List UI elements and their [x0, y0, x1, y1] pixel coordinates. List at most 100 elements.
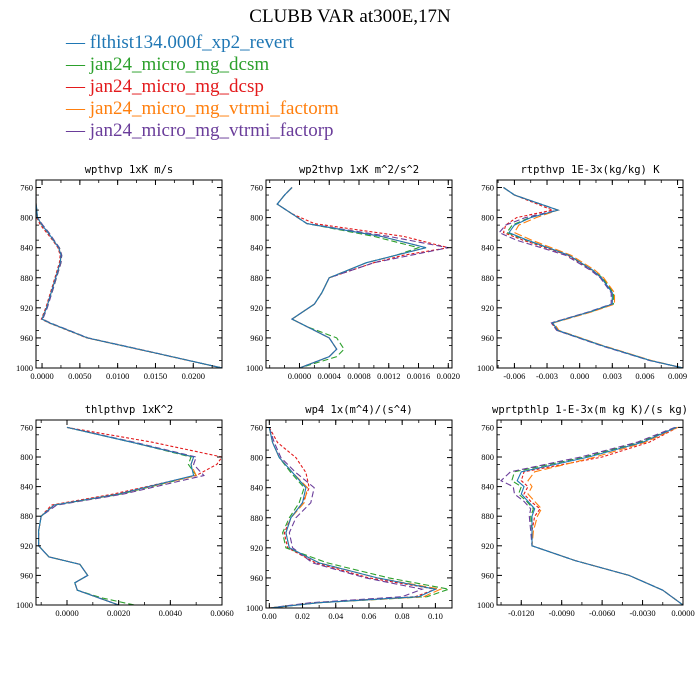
y-tick-label: 880 [20, 273, 33, 283]
x-tick-label: 0.0000 [288, 371, 311, 381]
y-tick-label: 760 [481, 183, 494, 193]
y-tick-label: 1000 [16, 600, 33, 610]
series-line [38, 426, 198, 605]
series-line [36, 187, 222, 368]
y-tick-label: 800 [250, 213, 263, 223]
series-line [268, 427, 438, 608]
y-tick-label: 840 [250, 243, 263, 253]
y-tick-label: 840 [481, 482, 494, 492]
series-line [268, 427, 438, 608]
panel-title: wp4 1x(m^4)/(s^4) [305, 404, 412, 416]
series-line [268, 427, 425, 608]
figure-title: CLUBB VAR at300E,17N [249, 6, 451, 27]
legend-entry: — jan24_micro_mg_dcsp [66, 76, 339, 98]
x-tick-label: -0.003 [536, 371, 558, 381]
x-tick-label: 0.0100 [106, 371, 129, 381]
y-tick-label: 760 [481, 422, 494, 432]
x-tick-label: 0.003 [603, 371, 622, 381]
x-tick-label: -0.0060 [589, 608, 615, 618]
x-tick-label: 0.0000 [30, 371, 53, 381]
y-tick-label: 800 [20, 213, 33, 223]
legend-entry: — flthist134.000f_xp2_revert [66, 32, 339, 54]
y-tick-label: 1000 [16, 363, 33, 373]
x-tick-label: 0.0012 [377, 371, 400, 381]
series-line [500, 426, 683, 605]
plot-frame [265, 419, 453, 609]
y-tick-label: 1000 [246, 603, 263, 613]
series-line [516, 426, 683, 605]
x-tick-label: 0.0060 [210, 608, 233, 618]
x-tick-label: 0.00 [262, 611, 277, 621]
y-tick-label: 920 [20, 303, 33, 313]
x-tick-label: 0.0000 [671, 608, 694, 618]
y-tick-label: 1000 [477, 363, 494, 373]
y-tick-label: 960 [481, 570, 494, 580]
y-tick-label: 760 [20, 183, 33, 193]
legend-swatch: — [66, 54, 90, 75]
series-line [520, 426, 683, 605]
x-tick-label: 0.0016 [407, 371, 430, 381]
legend-label: jan24_micro_mg_vtrmi_factorp [89, 120, 334, 141]
panel-title: thlpthvp 1xK^2 [85, 404, 174, 416]
y-tick-label: 760 [20, 422, 33, 432]
y-tick-label: 800 [481, 213, 494, 223]
y-tick-label: 920 [250, 543, 263, 553]
y-tick-label: 840 [481, 243, 494, 253]
series-line [276, 187, 421, 368]
x-tick-label: 0.0040 [159, 608, 182, 618]
legend-label: jan24_micro_mg_dcsm [89, 54, 270, 75]
y-tick-label: 920 [481, 303, 494, 313]
legend-label: flthist134.000f_xp2_revert [89, 32, 294, 53]
plot-frame [35, 419, 223, 606]
y-tick-label: 960 [481, 333, 494, 343]
x-tick-label: 0.0000 [55, 608, 78, 618]
y-tick-label: 960 [20, 333, 33, 343]
legend-label: jan24_micro_mg_dcsp [89, 76, 264, 97]
x-tick-label: 0.0008 [347, 371, 370, 381]
plot-frame [496, 179, 684, 369]
x-tick-label: 0.0150 [144, 371, 167, 381]
series-line [36, 187, 222, 368]
series-line [276, 187, 427, 368]
y-tick-label: 960 [250, 333, 263, 343]
legend-swatch: — [66, 98, 90, 119]
x-tick-label: 0.02 [295, 611, 310, 621]
series-line [38, 426, 222, 605]
series-line [276, 187, 449, 368]
series-line [276, 187, 449, 368]
series-line [276, 187, 427, 368]
legend-entry: — jan24_micro_mg_vtrmi_factorm [66, 98, 339, 120]
x-tick-label: -0.0090 [549, 608, 575, 618]
panel-title: rtpthvp 1E-3x(kg/kg) K [520, 164, 660, 176]
panel-title: wp2thvp 1xK m^2/s^2 [299, 164, 419, 176]
x-tick-label: 0.009 [668, 371, 687, 381]
series-line [36, 187, 222, 368]
series-line [38, 426, 197, 605]
plot-frame [265, 179, 453, 369]
legend-label: jan24_micro_mg_vtrmi_factorm [89, 98, 339, 119]
y-tick-label: 1000 [246, 363, 263, 373]
series-line [527, 426, 683, 605]
y-tick-label: 920 [250, 303, 263, 313]
series-line [36, 187, 222, 368]
y-tick-label: 800 [481, 452, 494, 462]
x-tick-label: -0.0030 [629, 608, 655, 618]
y-tick-label: 880 [481, 273, 494, 283]
y-tick-label: 880 [250, 273, 263, 283]
y-tick-label: 760 [250, 183, 263, 193]
x-tick-label: -0.006 [503, 371, 525, 381]
x-tick-label: 0.0020 [437, 371, 460, 381]
x-tick-label: 0.006 [635, 371, 654, 381]
series-line [502, 187, 683, 368]
x-tick-label: 0.0020 [107, 608, 130, 618]
y-tick-label: 1000 [477, 600, 494, 610]
series-line [36, 187, 222, 368]
x-tick-label: 0.06 [362, 611, 377, 621]
y-tick-label: 880 [250, 513, 263, 523]
y-tick-label: 840 [20, 482, 33, 492]
y-tick-label: 960 [250, 573, 263, 583]
y-tick-label: 880 [20, 511, 33, 521]
y-tick-label: 760 [250, 423, 263, 433]
x-tick-label: 0.000 [570, 371, 589, 381]
